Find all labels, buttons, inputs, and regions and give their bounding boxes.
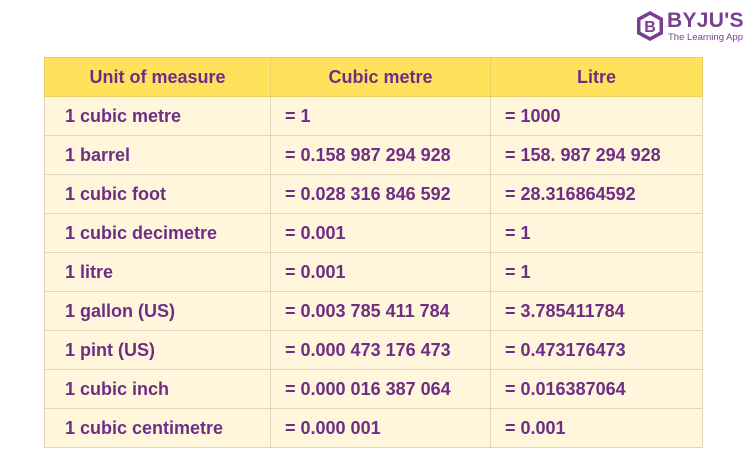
brand-tagline: The Learning App: [668, 32, 744, 43]
cell-unit: 1 pint (US): [44, 330, 271, 370]
table-row: 1 cubic centimetre = 0.000 001 = 0.001: [44, 408, 703, 448]
cell-unit: 1 gallon (US): [44, 291, 271, 331]
table-row: 1 gallon (US) = 0.003 785 411 784 = 3.78…: [44, 291, 703, 331]
header-litre: Litre: [490, 57, 703, 97]
cell-unit: 1 cubic decimetre: [44, 213, 271, 253]
cell-cubic-metre: = 0.000 001: [270, 408, 491, 448]
cell-cubic-metre: = 0.158 987 294 928: [270, 135, 491, 175]
cell-litre: = 1: [490, 252, 703, 292]
brand-name: BYJU'S: [667, 9, 744, 32]
table-row: 1 cubic decimetre = 0.001 = 1: [44, 213, 703, 253]
cell-litre: = 0.016387064: [490, 369, 703, 409]
cell-litre: = 28.316864592: [490, 174, 703, 214]
cell-unit: 1 cubic metre: [44, 96, 271, 136]
cell-cubic-metre: = 0.028 316 846 592: [270, 174, 491, 214]
cell-cubic-metre: = 0.001: [270, 213, 491, 253]
svg-text:B: B: [644, 19, 656, 36]
cell-litre: = 0.001: [490, 408, 703, 448]
header-cubic-metre: Cubic metre: [270, 57, 491, 97]
byjus-b-icon: B: [637, 11, 663, 41]
cell-unit: 1 barrel: [44, 135, 271, 175]
table-row: 1 cubic foot = 0.028 316 846 592 = 28.31…: [44, 174, 703, 214]
cell-cubic-metre: = 0.000 016 387 064: [270, 369, 491, 409]
header-unit-of-measure: Unit of measure: [44, 57, 271, 97]
volume-conversion-table: Unit of measure Cubic metre Litre 1 cubi…: [44, 57, 703, 448]
cell-unit: 1 litre: [44, 252, 271, 292]
cell-cubic-metre: = 0.001: [270, 252, 491, 292]
cell-litre: = 158. 987 294 928: [490, 135, 703, 175]
table-header-row: Unit of measure Cubic metre Litre: [44, 57, 703, 97]
table-row: 1 cubic inch = 0.000 016 387 064 = 0.016…: [44, 369, 703, 409]
cell-cubic-metre: = 1: [270, 96, 491, 136]
cell-litre: = 1: [490, 213, 703, 253]
cell-litre: = 3.785411784: [490, 291, 703, 331]
cell-unit: 1 cubic centimetre: [44, 408, 271, 448]
table-row: 1 litre = 0.001 = 1: [44, 252, 703, 292]
cell-cubic-metre: = 0.003 785 411 784: [270, 291, 491, 331]
cell-unit: 1 cubic foot: [44, 174, 271, 214]
table-row: 1 pint (US) = 0.000 473 176 473 = 0.4731…: [44, 330, 703, 370]
byjus-logo: B BYJU'S The Learning App: [636, 8, 744, 46]
table-row: 1 barrel = 0.158 987 294 928 = 158. 987 …: [44, 135, 703, 175]
cell-litre: = 0.473176473: [490, 330, 703, 370]
cell-unit: 1 cubic inch: [44, 369, 271, 409]
cell-cubic-metre: = 0.000 473 176 473: [270, 330, 491, 370]
cell-litre: = 1000: [490, 96, 703, 136]
table-row: 1 cubic metre = 1 = 1000: [44, 96, 703, 136]
